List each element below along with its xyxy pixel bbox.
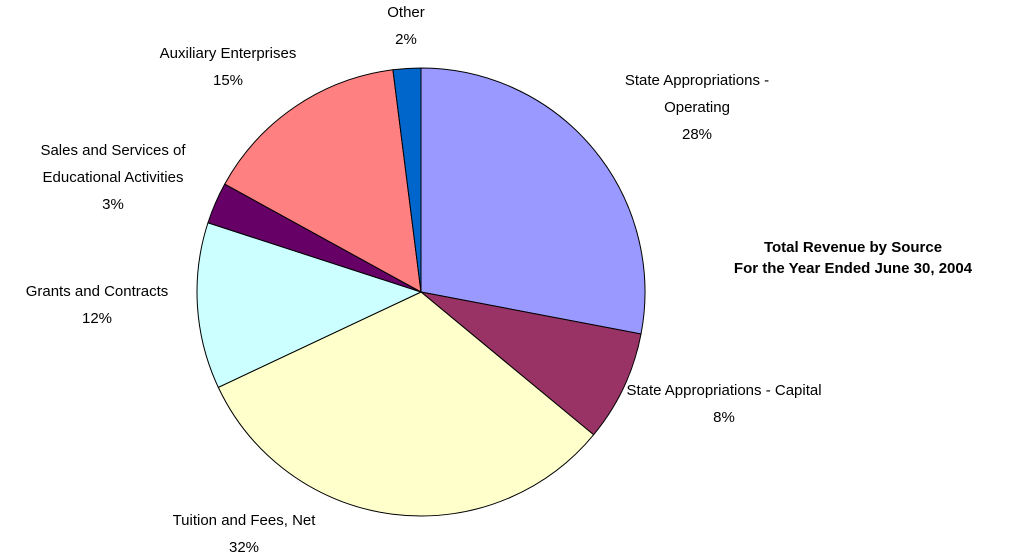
pie-slice	[217, 291, 595, 517]
category-label: Other	[387, 4, 425, 21]
value-label: 15%	[212, 72, 244, 89]
value-label: 8%	[713, 409, 735, 426]
chart-subtitle: For the Year Ended June 30, 2004	[733, 260, 973, 277]
value-label: 32%	[228, 539, 260, 556]
category-label: State Appropriations - Operating	[624, 72, 770, 116]
pie-slice	[196, 222, 423, 389]
category-label: Auxiliary Enterprises	[159, 45, 297, 62]
slice-label: Tuition and Fees, Net 32%	[94, 507, 394, 558]
slice-label: Sales and Services of Educational Activi…	[18, 137, 208, 218]
category-label: Tuition and Fees, Net	[172, 512, 316, 529]
value-label: 3%	[102, 196, 124, 213]
value-label: 12%	[81, 310, 113, 327]
value-label: 28%	[681, 126, 713, 143]
slice-label: Auxiliary Enterprises 15%	[78, 40, 378, 94]
pie-slice	[224, 69, 422, 293]
category-label: Grants and Contracts	[25, 283, 169, 300]
category-label: Sales and Services of Educational Activi…	[40, 142, 186, 186]
pie-slice	[392, 67, 422, 293]
slice-label: State Appropriations - Capital 8%	[624, 377, 824, 431]
value-label: 2%	[395, 31, 417, 48]
slice-label: Other 2%	[256, 0, 556, 53]
slice-label: State Appropriations - Operating 28%	[597, 67, 797, 148]
pie-slice	[420, 291, 642, 436]
pie-slice	[420, 67, 646, 335]
category-label: State Appropriations - Capital	[626, 382, 822, 399]
chart-title: Total Revenue by Source	[763, 239, 943, 256]
slice-label: Grants and Contracts 12%	[0, 278, 247, 332]
